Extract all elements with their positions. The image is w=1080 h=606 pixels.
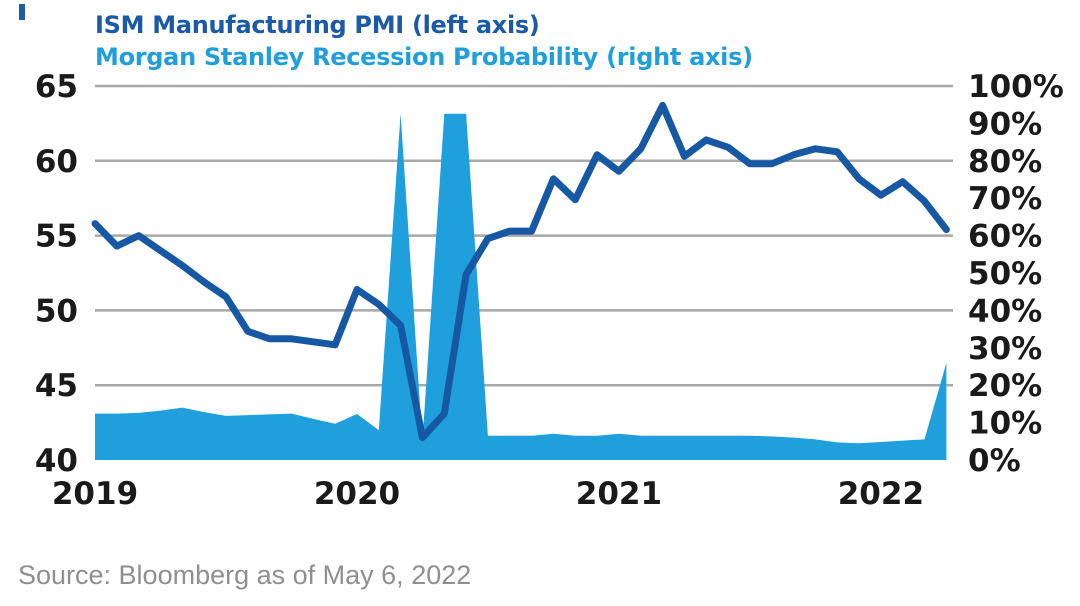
x-axis-tick-label: 2019: [52, 476, 138, 512]
pmi-recession-chart-plot: 65 60 55 50 45 40 100%90%80%70%60%50%40%30%20%…: [35, 69, 1064, 512]
right-axis-tick-label: 70%: [968, 181, 1042, 217]
right-axis-tick-label: 90%: [968, 106, 1042, 142]
recession-probability-area-series: [95, 113, 947, 460]
chart-title-pmi: ISM Manufacturing PMI (left axis): [95, 11, 540, 39]
x-axis-tick-label: 2022: [838, 476, 924, 512]
right-axis-tick-label: 10%: [968, 406, 1042, 442]
left-axis-tick-label: 50: [35, 293, 78, 329]
right-axis-tick-label: 0%: [968, 443, 1021, 479]
accent-bar: [19, 4, 25, 20]
right-axis-tick-label: 60%: [968, 219, 1042, 255]
left-axis-tick-label: 60: [35, 144, 78, 180]
right-axis-tick-label: 40%: [968, 293, 1042, 329]
left-axis-tick-label: 55: [35, 219, 78, 255]
right-axis-tick-label: 100%: [968, 69, 1064, 105]
x-axis-tick-label: 2020: [314, 476, 400, 512]
left-axis-tick-label: 45: [35, 368, 78, 404]
left-axis-tick-label: 65: [35, 69, 78, 105]
pmi-line-series: [91, 101, 950, 442]
x-axis-tick-label: 2021: [576, 476, 662, 512]
right-axis-tick-label: 30%: [968, 331, 1042, 367]
chart-title-recession-probability: Morgan Stanley Recession Probability (ri…: [95, 43, 753, 71]
source-note: Source: Bloomberg as of May 6, 2022: [18, 560, 472, 590]
right-axis-tick-label: 20%: [968, 368, 1042, 404]
right-axis-tick-label: 80%: [968, 144, 1042, 180]
left-axis-tick-label: 40: [35, 443, 78, 479]
right-axis-tick-label: 50%: [968, 256, 1042, 292]
